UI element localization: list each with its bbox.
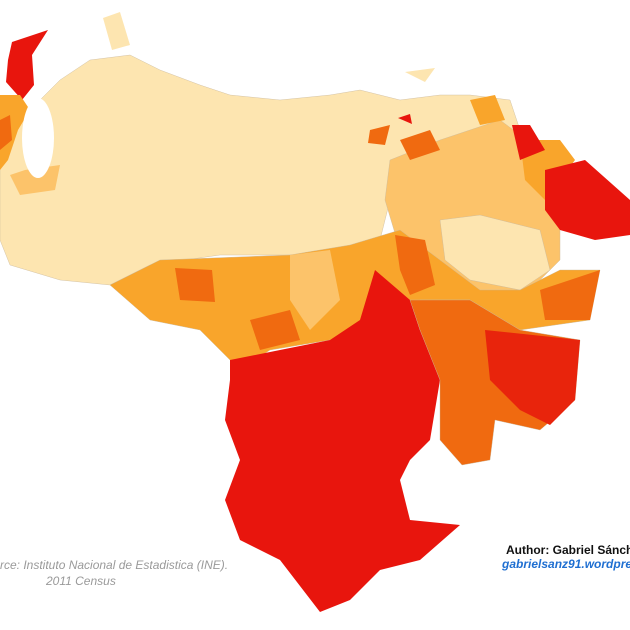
region: [470, 95, 505, 125]
region: [395, 235, 435, 295]
region: [0, 115, 12, 150]
credits: rce: Instituto Nacional de Estadistica (…: [0, 543, 630, 588]
region: [545, 160, 630, 240]
region: [439, 214, 551, 291]
island: [103, 12, 130, 50]
region: [6, 30, 48, 100]
island: [368, 125, 390, 145]
lake: [22, 98, 54, 178]
author-name: Author: Gabriel Sánche: [506, 543, 630, 557]
region: [540, 270, 600, 320]
region: [400, 130, 440, 160]
island: [405, 68, 435, 82]
source-text: rce: Instituto Nacional de Estadistica (…: [0, 558, 228, 572]
region: [512, 125, 545, 160]
region: [485, 330, 580, 425]
source-census: 2011 Census: [45, 574, 116, 588]
region: [250, 310, 300, 350]
region: [290, 250, 340, 330]
island: [398, 114, 412, 124]
region: [225, 270, 460, 612]
author-website[interactable]: gabrielsanz91.wordpre: [501, 557, 630, 571]
region: [10, 165, 60, 195]
regions: [0, 12, 630, 612]
region: [0, 95, 30, 170]
region: [175, 268, 215, 302]
